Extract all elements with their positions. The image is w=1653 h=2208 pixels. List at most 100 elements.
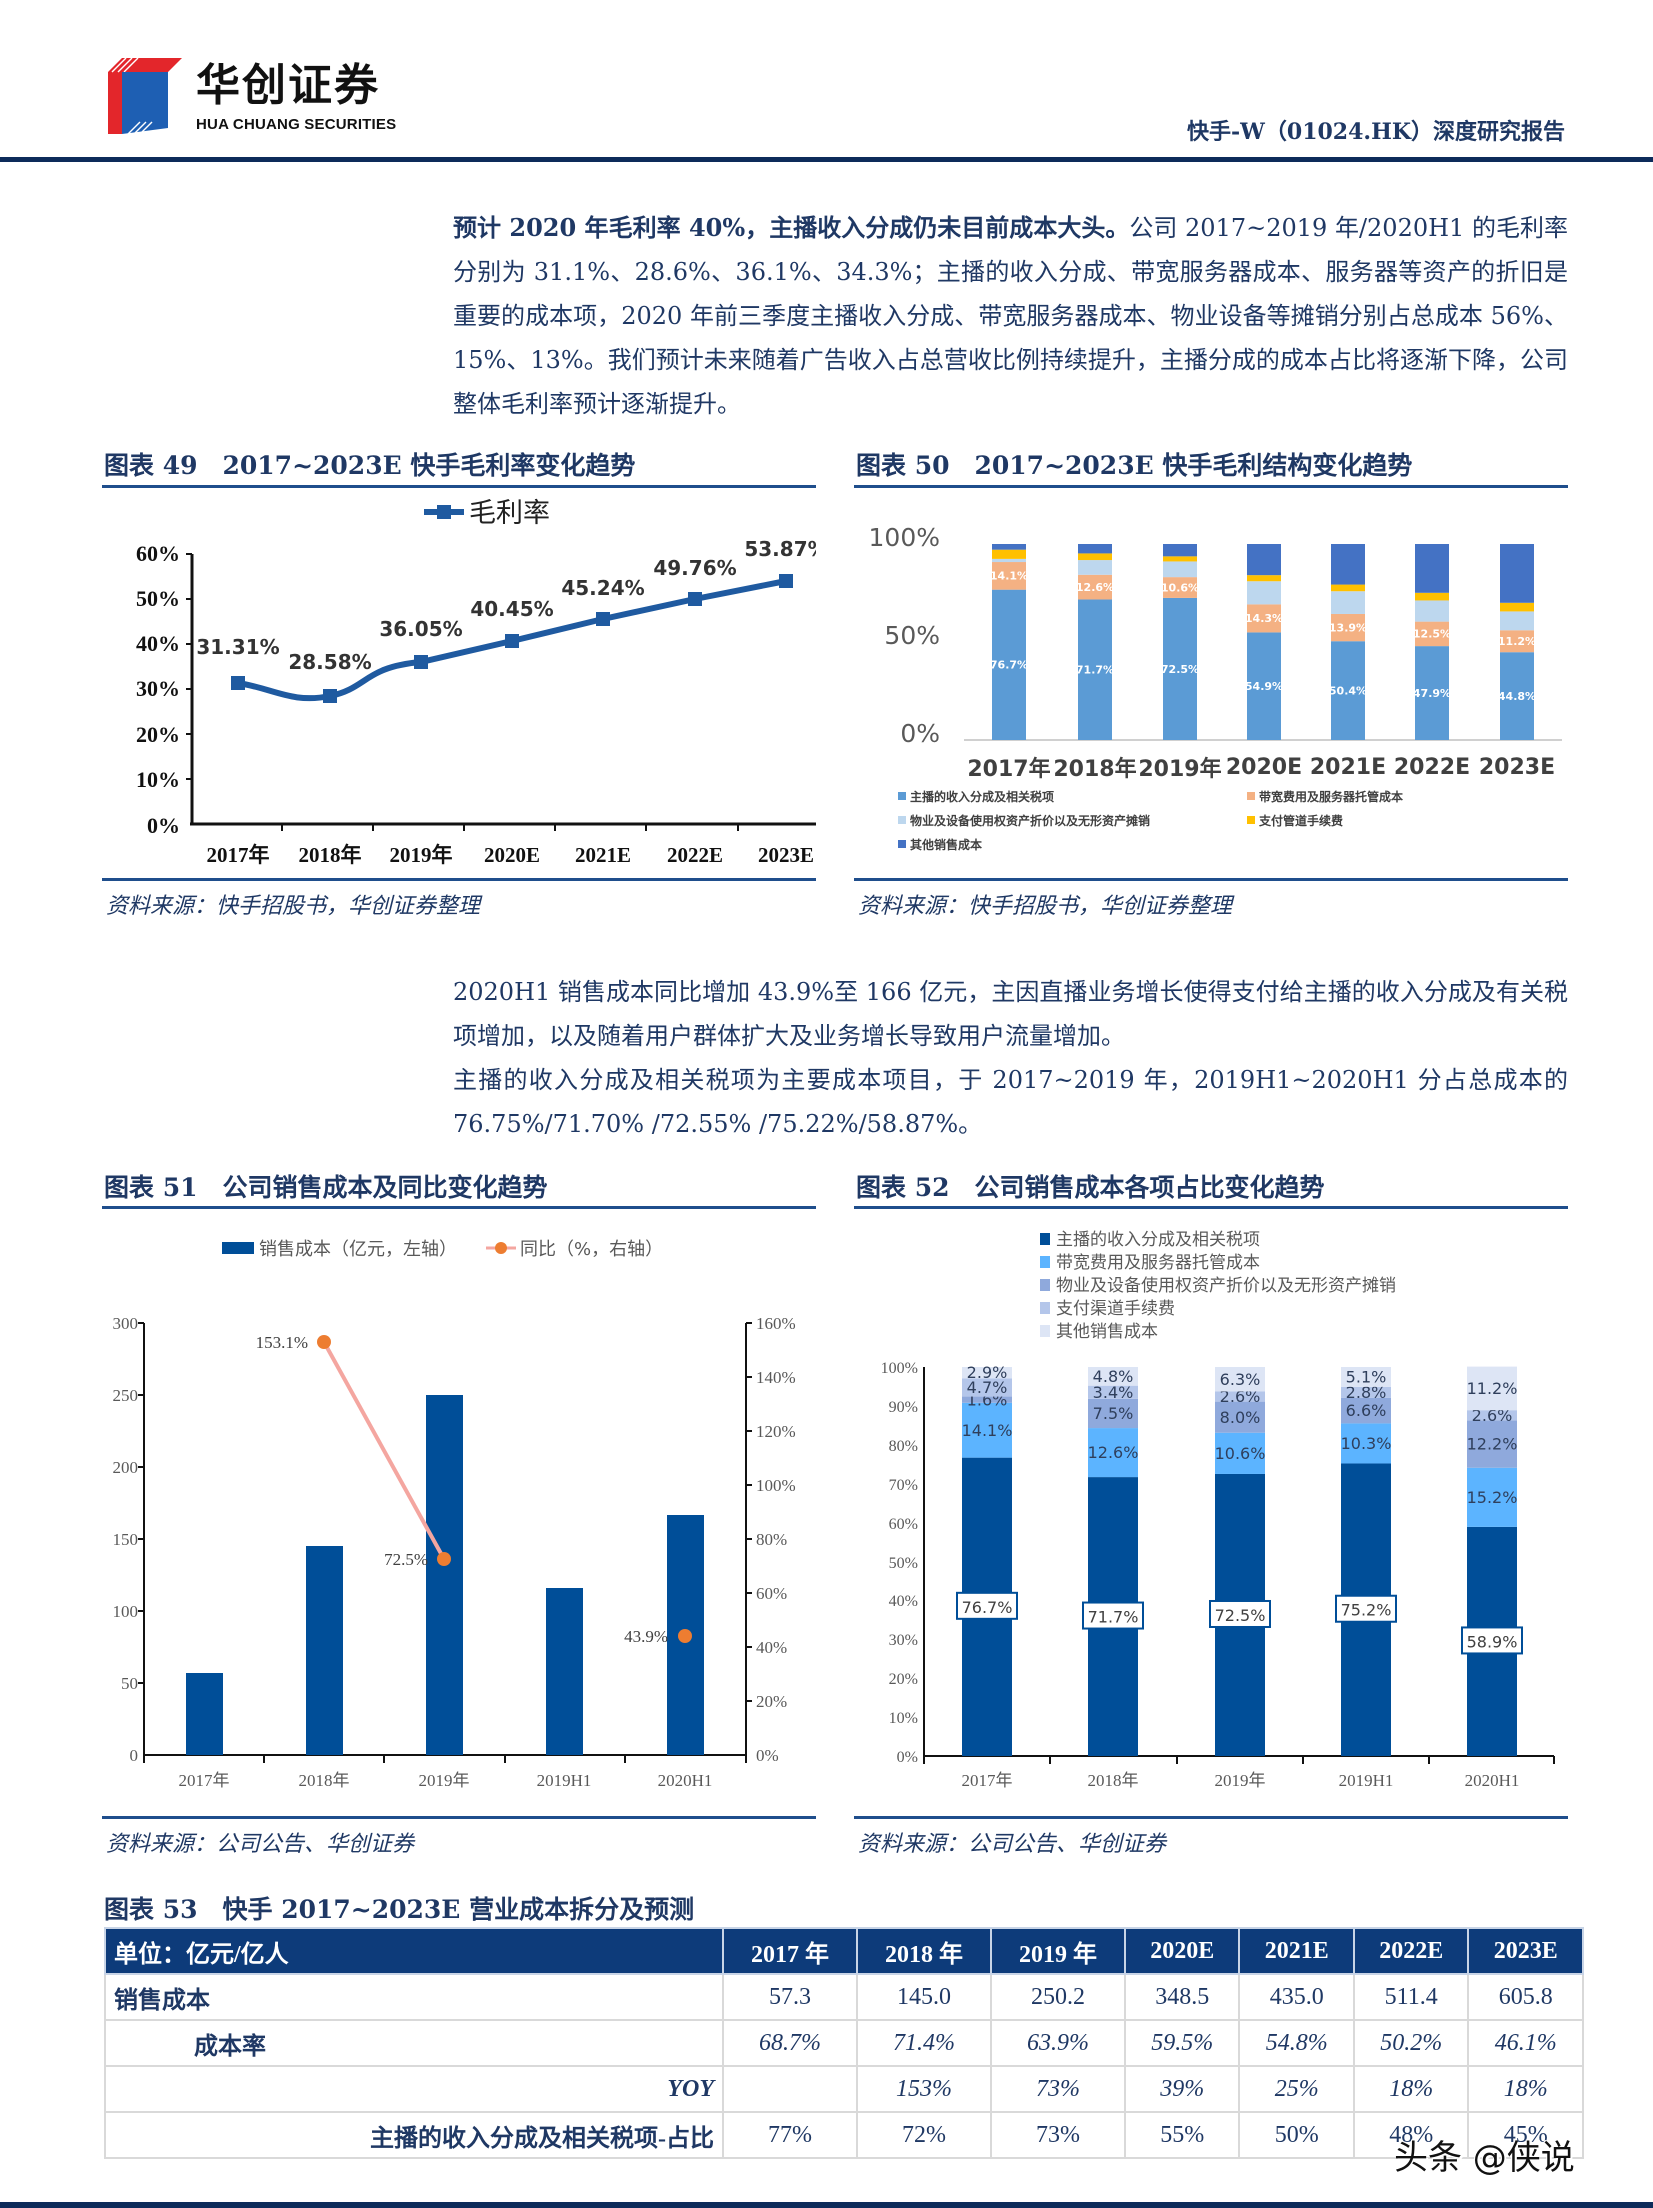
figure-51-title: 图表 51 公司销售成本及同比变化趋势 xyxy=(104,1173,548,1202)
figure-53-title: 图表 53 快手 2017~2023E 营业成本拆分及预测 xyxy=(104,1895,695,1924)
row-label: YOY xyxy=(104,2065,724,2113)
figure-50-title: 图表 50 2017~2023E 快手毛利结构变化趋势 xyxy=(856,451,1413,480)
svg-text:36.05%: 36.05% xyxy=(379,617,462,641)
svg-text:160%: 160% xyxy=(756,1314,796,1333)
svg-text:72.5%: 72.5% xyxy=(384,1550,428,1569)
cell: 25% xyxy=(1238,2065,1355,2113)
svg-text:50%: 50% xyxy=(889,1555,918,1572)
svg-text:7.5%: 7.5% xyxy=(1093,1404,1134,1423)
row-label: 主播的收入分成及相关税项-占比 xyxy=(104,2111,724,2159)
svg-text:5.1%: 5.1% xyxy=(1346,1368,1387,1387)
svg-text:50.4%: 50.4% xyxy=(1329,684,1367,697)
svg-text:2018年: 2018年 xyxy=(1053,756,1136,782)
svg-text:60%: 60% xyxy=(889,1516,918,1533)
svg-text:10.3%: 10.3% xyxy=(1341,1434,1392,1453)
svg-text:2019年: 2019年 xyxy=(390,843,453,867)
svg-text:80%: 80% xyxy=(756,1530,787,1549)
svg-text:49.76%: 49.76% xyxy=(653,556,736,580)
svg-text:14.1%: 14.1% xyxy=(990,570,1028,583)
svg-text:153.1%: 153.1% xyxy=(256,1333,308,1352)
svg-text:15.2%: 15.2% xyxy=(1467,1488,1518,1507)
cell: 18% xyxy=(1467,2065,1584,2113)
svg-text:11.2%: 11.2% xyxy=(1498,635,1536,648)
header-2018: 2018 年 xyxy=(856,1927,992,1975)
header-2021e: 2021E xyxy=(1238,1927,1355,1975)
header-2023e: 2023E xyxy=(1467,1927,1584,1975)
paragraph-sales-cost: 2020H1 销售成本同比增加 43.9%至 166 亿元，主因直播业务增长使得… xyxy=(453,970,1568,1146)
svg-text:2021E: 2021E xyxy=(575,843,631,867)
svg-text:2022E: 2022E xyxy=(1394,755,1470,780)
svg-text:带宽费用及服务器托管成本: 带宽费用及服务器托管成本 xyxy=(1056,1253,1260,1273)
svg-text:其他销售成本: 其他销售成本 xyxy=(1056,1322,1158,1342)
table-row: YOY 153% 73% 39% 25% 18% 18% xyxy=(104,2065,1584,2113)
figure-52-title: 图表 52 公司销售成本各项占比变化趋势 xyxy=(856,1173,1325,1202)
svg-text:物业及设备使用权资产折价以及无形资产摊销: 物业及设备使用权资产折价以及无形资产摊销 xyxy=(1056,1275,1396,1296)
svg-text:31.31%: 31.31% xyxy=(196,635,279,659)
svg-text:物业及设备使用权资产折价以及无形资产摊销: 物业及设备使用权资产折价以及无形资产摊销 xyxy=(910,813,1150,828)
svg-text:12.2%: 12.2% xyxy=(1467,1435,1518,1454)
cell: 50% xyxy=(1238,2111,1355,2159)
cell: 77% xyxy=(722,2111,858,2159)
svg-text:76.7%: 76.7% xyxy=(990,659,1028,672)
figure-51-rule xyxy=(102,1206,816,1209)
svg-text:13.9%: 13.9% xyxy=(1329,621,1367,634)
svg-text:主播的收入分成及相关税项: 主播的收入分成及相关税项 xyxy=(910,789,1054,804)
figure-49-source: 资料来源：快手招股书，华创证券整理 xyxy=(106,894,481,919)
figure-49-line-chart: 毛利率 60% 50% 40% 30% 20% 10% 0% 31.31% 28.… xyxy=(136,498,816,867)
figure-51-source: 资料来源：公司公告、华创证券 xyxy=(106,1832,415,1857)
cell: 18% xyxy=(1352,2065,1470,2113)
cell: 48% xyxy=(1352,2111,1470,2159)
paragraph-lead: 预计 2020 年毛利率 40%，主播收入分成仍未目前成本大头。 xyxy=(453,213,1130,242)
table-row: 成本率 68.7% 71.4% 63.9% 59.5% 54.8% 50.2% … xyxy=(104,2019,1584,2067)
svg-text:12.6%: 12.6% xyxy=(1076,581,1114,594)
cell: 348.5 xyxy=(1123,1973,1241,2021)
svg-text:150: 150 xyxy=(113,1530,139,1549)
cell: 54.8% xyxy=(1238,2019,1355,2067)
svg-text:75.2%: 75.2% xyxy=(1341,1601,1392,1620)
svg-text:2018年: 2018年 xyxy=(1088,1771,1139,1790)
svg-text:2022E: 2022E xyxy=(667,843,723,867)
svg-text:11.2%: 11.2% xyxy=(1467,1379,1518,1398)
cell: 511.4 xyxy=(1352,1973,1470,2021)
header-2017: 2017 年 xyxy=(722,1927,858,1975)
paragraph-line-1: 2020H1 销售成本同比增加 43.9%至 166 亿元，主因直播业务增长使得… xyxy=(453,978,1568,1050)
svg-text:2.6%: 2.6% xyxy=(1220,1387,1261,1406)
svg-text:2023E: 2023E xyxy=(1479,755,1555,780)
cell: 72% xyxy=(856,2111,992,2159)
svg-text:支付管道手续费: 支付管道手续费 xyxy=(1258,813,1343,828)
svg-text:2.6%: 2.6% xyxy=(1472,1406,1513,1425)
svg-text:40%: 40% xyxy=(136,631,180,656)
header-2019: 2019 年 xyxy=(990,1927,1126,1975)
report-title: 快手-W（01024.HK）深度研究报告 xyxy=(1187,119,1565,145)
header-2020e: 2020E xyxy=(1123,1927,1241,1975)
svg-text:2020H1: 2020H1 xyxy=(1465,1771,1520,1790)
cell: 73% xyxy=(990,2111,1126,2159)
svg-text:10.6%: 10.6% xyxy=(1215,1444,1266,1463)
cell: 435.0 xyxy=(1238,1973,1355,2021)
paragraph-body: 公司 2017~2019 年/2020H1 的毛利率分别为 31.1%、28.6… xyxy=(453,214,1568,418)
paragraph-gross-margin: 预计 2020 年毛利率 40%，主播收入分成仍未目前成本大头。公司 2017~… xyxy=(453,206,1568,426)
svg-text:53.87%: 53.87% xyxy=(744,537,816,561)
svg-text:2017年: 2017年 xyxy=(967,756,1050,782)
svg-text:2020E: 2020E xyxy=(484,843,540,867)
svg-text:2020E: 2020E xyxy=(1226,755,1302,780)
svg-text:60%: 60% xyxy=(136,541,180,566)
footer-divider xyxy=(0,2202,1653,2208)
cell: 57.3 xyxy=(722,1973,858,2021)
figure-50-source: 资料来源：快手招股书，华创证券整理 xyxy=(858,894,1233,919)
company-logo-icon xyxy=(108,58,182,134)
svg-text:2019年: 2019年 xyxy=(1215,1771,1266,1790)
svg-text:72.5%: 72.5% xyxy=(1161,663,1199,676)
svg-text:43.9%: 43.9% xyxy=(624,1627,668,1646)
figure-50-bottom-rule xyxy=(854,878,1568,881)
svg-text:71.7%: 71.7% xyxy=(1076,664,1114,677)
svg-text:100: 100 xyxy=(113,1602,139,1621)
table-row: 销售成本 57.3 145.0 250.2 348.5 435.0 511.4 … xyxy=(104,1973,1584,2021)
svg-text:0: 0 xyxy=(130,1746,139,1765)
svg-text:20%: 20% xyxy=(889,1671,918,1688)
svg-text:44.8%: 44.8% xyxy=(1498,690,1536,703)
svg-text:140%: 140% xyxy=(756,1368,796,1387)
svg-text:40.45%: 40.45% xyxy=(470,597,553,621)
figure-52-bottom-rule xyxy=(854,1816,1568,1819)
svg-text:12.5%: 12.5% xyxy=(1413,628,1451,641)
